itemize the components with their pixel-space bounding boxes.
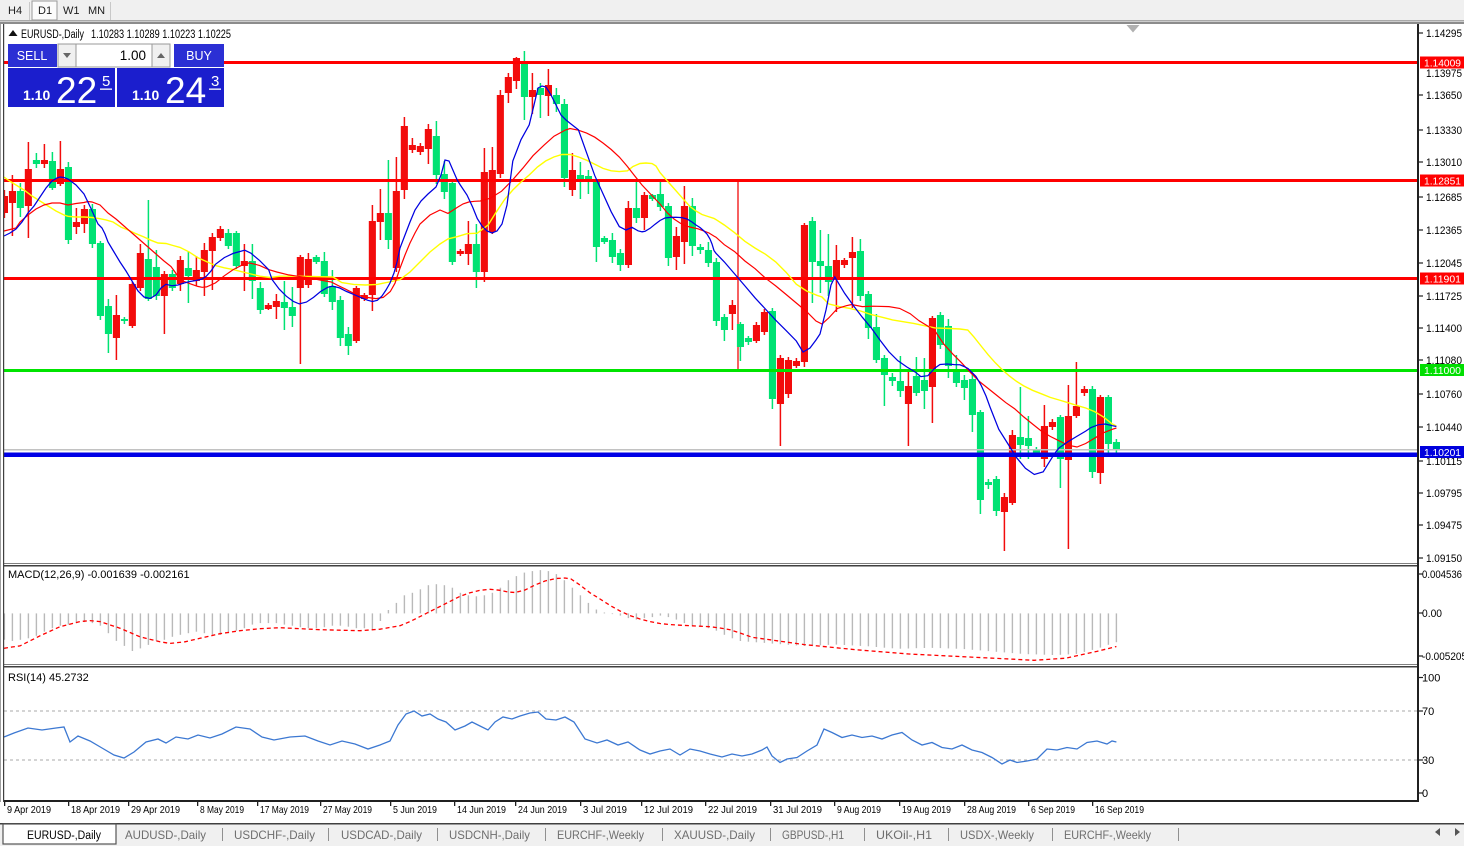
svg-text:1.13330: 1.13330 <box>1426 125 1462 137</box>
svg-text:27 May 2019: 27 May 2019 <box>323 804 372 816</box>
svg-text:5 Jun 2019: 5 Jun 2019 <box>393 804 437 816</box>
svg-text:MACD(12,26,9) -0.001639 -0.002: MACD(12,26,9) -0.001639 -0.002161 <box>8 569 190 581</box>
svg-text:USDCHF-,Daily: USDCHF-,Daily <box>234 828 315 842</box>
svg-text:1.11901: 1.11901 <box>1424 274 1461 286</box>
svg-text:24 Jun 2019: 24 Jun 2019 <box>518 804 567 816</box>
svg-text:9 Aug 2019: 9 Aug 2019 <box>837 804 881 816</box>
svg-text:USDX-,Weekly: USDX-,Weekly <box>960 828 1034 842</box>
svg-text:W1: W1 <box>63 5 80 17</box>
svg-text:18 Apr 2019: 18 Apr 2019 <box>71 804 120 816</box>
svg-text:5: 5 <box>102 73 110 90</box>
svg-text:12 Jul 2019: 12 Jul 2019 <box>644 804 693 816</box>
svg-text:SELL: SELL <box>17 49 48 63</box>
svg-text:24: 24 <box>165 70 206 111</box>
svg-text:1.13650: 1.13650 <box>1426 90 1462 102</box>
svg-text:3: 3 <box>211 73 219 90</box>
svg-text:1.11000: 1.11000 <box>1424 365 1461 377</box>
svg-text:1.14009: 1.14009 <box>1424 58 1461 70</box>
svg-text:1.09795: 1.09795 <box>1426 488 1462 500</box>
svg-text:1.10201: 1.10201 <box>1424 447 1461 459</box>
svg-text:USDCNH-,Daily: USDCNH-,Daily <box>449 828 530 842</box>
svg-text:1.09150: 1.09150 <box>1426 553 1462 565</box>
svg-text:1.10760: 1.10760 <box>1426 389 1462 401</box>
svg-text:RSI(14) 45.2732: RSI(14) 45.2732 <box>8 672 89 684</box>
svg-text:BUY: BUY <box>186 49 212 63</box>
svg-text:EURUSD-,Daily: EURUSD-,Daily <box>27 830 101 842</box>
svg-text:100: 100 <box>1422 673 1440 685</box>
svg-text:6 Sep 2019: 6 Sep 2019 <box>1031 804 1075 816</box>
svg-text:70: 70 <box>1422 706 1434 718</box>
svg-text:AUDUSD-,Daily: AUDUSD-,Daily <box>125 828 206 842</box>
svg-text:29 Apr 2019: 29 Apr 2019 <box>131 804 180 816</box>
svg-text:31 Jul 2019: 31 Jul 2019 <box>773 804 822 816</box>
svg-text:8 May 2019: 8 May 2019 <box>200 804 244 816</box>
svg-text:-0.005205: -0.005205 <box>1422 651 1464 663</box>
svg-text:16 Sep 2019: 16 Sep 2019 <box>1095 804 1144 816</box>
svg-text:1.10440: 1.10440 <box>1426 422 1462 434</box>
svg-text:USDCAD-,Daily: USDCAD-,Daily <box>341 828 422 842</box>
svg-text:1.10: 1.10 <box>23 87 50 103</box>
svg-text:1.09475: 1.09475 <box>1426 520 1462 532</box>
svg-text:9 Apr 2019: 9 Apr 2019 <box>7 804 51 816</box>
svg-text:GBPUSD-,H1: GBPUSD-,H1 <box>782 828 844 842</box>
svg-text:D1: D1 <box>38 5 52 17</box>
svg-text:0.00: 0.00 <box>1422 608 1442 620</box>
svg-text:1.12851: 1.12851 <box>1424 176 1461 188</box>
svg-text:H4: H4 <box>8 5 22 17</box>
svg-text:1.10115: 1.10115 <box>1426 456 1462 468</box>
svg-text:22 Jul 2019: 22 Jul 2019 <box>708 804 757 816</box>
svg-text:1.10283 1.10289 1.10223 1.1022: 1.10283 1.10289 1.10223 1.10225 <box>91 29 231 41</box>
svg-text:1.13975: 1.13975 <box>1426 68 1462 80</box>
svg-text:1.12045: 1.12045 <box>1426 258 1462 270</box>
svg-text:1.12365: 1.12365 <box>1426 225 1462 237</box>
svg-text:1.11725: 1.11725 <box>1426 291 1462 303</box>
svg-text:19 Aug 2019: 19 Aug 2019 <box>902 804 951 816</box>
svg-text:14 Jun 2019: 14 Jun 2019 <box>457 804 506 816</box>
svg-text:1.14295: 1.14295 <box>1426 28 1462 40</box>
svg-text:0: 0 <box>1422 788 1428 800</box>
svg-text:17 May 2019: 17 May 2019 <box>260 804 309 816</box>
svg-text:XAUUSD-,Daily: XAUUSD-,Daily <box>674 828 755 842</box>
svg-text:30: 30 <box>1422 755 1434 767</box>
svg-text:1.12685: 1.12685 <box>1426 192 1462 204</box>
svg-text:0.004536: 0.004536 <box>1422 569 1462 581</box>
svg-text:1.00: 1.00 <box>120 48 146 63</box>
svg-text:EURCHF-,Weekly: EURCHF-,Weekly <box>557 828 644 842</box>
svg-text:EURUSD-,Daily: EURUSD-,Daily <box>21 29 84 41</box>
svg-text:UKOil-,H1: UKOil-,H1 <box>876 828 932 842</box>
svg-text:22: 22 <box>56 70 97 111</box>
svg-text:1.10: 1.10 <box>132 87 159 103</box>
svg-text:MN: MN <box>88 5 105 17</box>
svg-text:3 Jul 2019: 3 Jul 2019 <box>583 804 627 816</box>
svg-text:1.13010: 1.13010 <box>1426 157 1462 169</box>
svg-text:28 Aug 2019: 28 Aug 2019 <box>967 804 1016 816</box>
svg-text:1.11400: 1.11400 <box>1426 323 1462 335</box>
svg-text:EURCHF-,Weekly: EURCHF-,Weekly <box>1064 828 1151 842</box>
